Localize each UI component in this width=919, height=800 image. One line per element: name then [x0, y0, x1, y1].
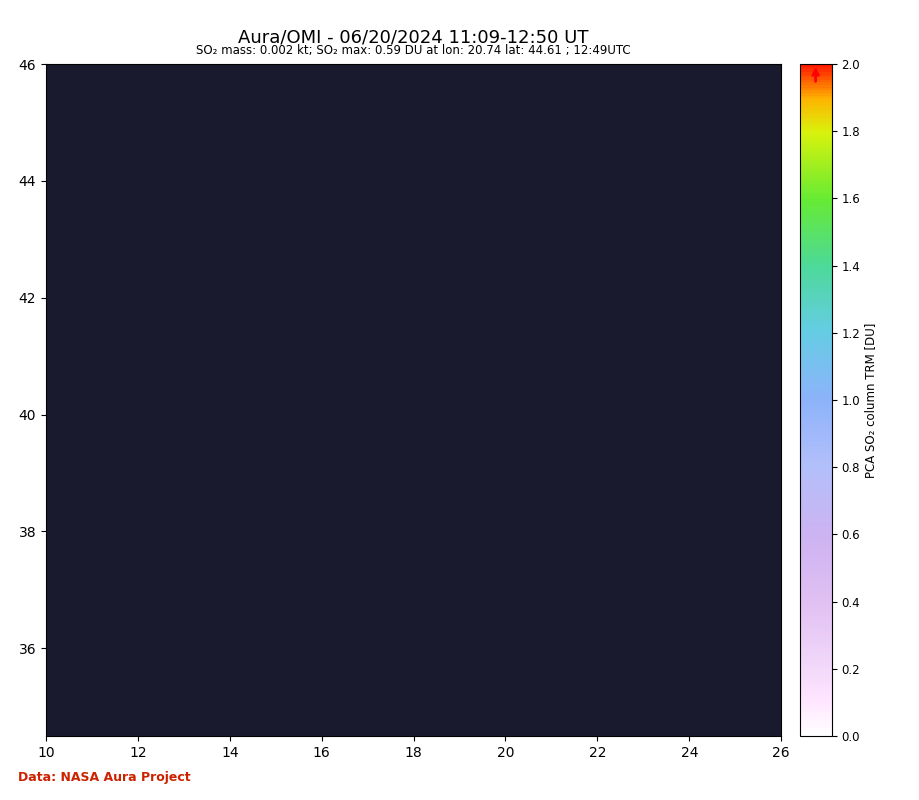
- Text: Aura/OMI - 06/20/2024 11:09-12:50 UT: Aura/OMI - 06/20/2024 11:09-12:50 UT: [238, 28, 589, 46]
- Text: Data: NASA Aura Project: Data: NASA Aura Project: [18, 771, 191, 784]
- Text: SO₂ mass: 0.002 kt; SO₂ max: 0.59 DU at lon: 20.74 lat: 44.61 ; 12:49UTC: SO₂ mass: 0.002 kt; SO₂ max: 0.59 DU at …: [197, 44, 630, 57]
- Y-axis label: PCA SO₂ column TRM [DU]: PCA SO₂ column TRM [DU]: [865, 322, 878, 478]
